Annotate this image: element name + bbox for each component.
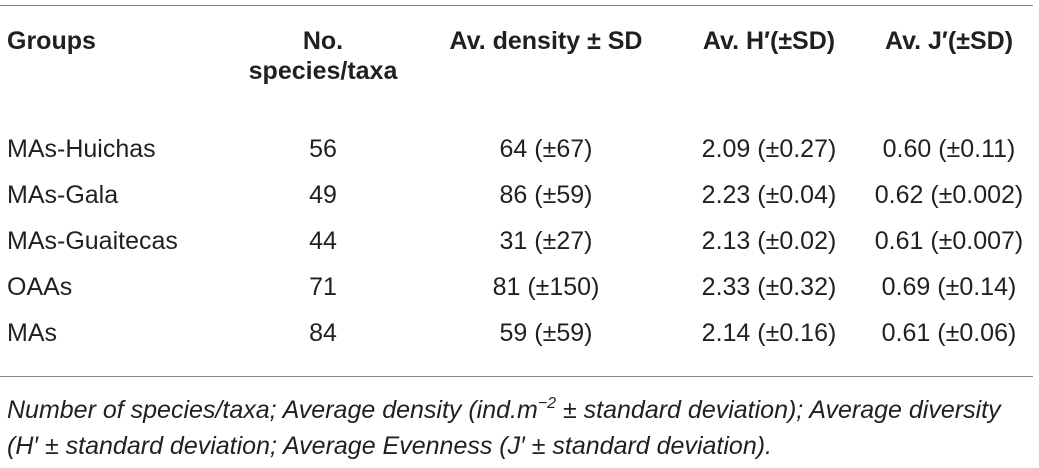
table-row: MAs-Huichas 56 64 (±67) 2.09 (±0.27) 0.6… <box>0 126 1039 172</box>
cell-j: 0.62 (±0.002) <box>874 181 1024 209</box>
table-row: MAs-Gala 49 86 (±59) 2.23 (±0.04) 0.62 (… <box>0 172 1039 218</box>
cell-j: 0.69 (±0.14) <box>881 273 1017 301</box>
footnote-part2: ± standard deviation); Average diversity… <box>7 396 1001 460</box>
cell-j: 0.60 (±0.11) <box>882 135 1016 163</box>
header-h: Av. H′(±SD) <box>702 27 836 55</box>
footnote-part1: Number of species/taxa; Average density … <box>7 396 538 424</box>
footnote-superscript: −2 <box>537 395 557 412</box>
table-row: OAAs 71 81 (±150) 2.33 (±0.32) 0.69 (±0.… <box>0 264 1039 310</box>
data-table: Groups No. species/taxa Av. density ± SD… <box>0 12 1039 356</box>
header-species-line2: species/taxa <box>248 57 398 85</box>
cell-h: 2.23 (±0.04) <box>701 181 837 209</box>
table-row: MAs-Guaitecas 44 31 (±27) 2.13 (±0.02) 0… <box>0 218 1039 264</box>
table-top-rule <box>0 5 1033 6</box>
table-header-row: Groups No. species/taxa Av. density ± SD… <box>0 12 1039 126</box>
header-j: Av. J′(±SD) <box>884 27 1014 55</box>
cell-density: 31 (±27) <box>499 227 593 255</box>
header-species: No. species/taxa <box>233 12 413 126</box>
cell-species: 71 <box>309 273 337 301</box>
cell-species: 44 <box>309 227 337 255</box>
cell-group: MAs-Guaitecas <box>7 227 178 255</box>
cell-h: 2.13 (±0.02) <box>701 227 837 255</box>
cell-j: 0.61 (±0.007) <box>874 227 1024 255</box>
cell-species: 56 <box>309 135 337 163</box>
cell-density: 59 (±59) <box>499 319 593 347</box>
table-bottom-rule <box>0 376 1033 377</box>
table-row: MAs 84 59 (±59) 2.14 (±0.16) 0.61 (±0.06… <box>0 310 1039 356</box>
cell-density: 64 (±67) <box>499 135 593 163</box>
cell-group: MAs-Gala <box>7 181 119 209</box>
cell-group: MAs <box>7 319 57 347</box>
cell-species: 49 <box>309 181 337 209</box>
cell-h: 2.09 (±0.27) <box>701 135 837 163</box>
cell-density: 81 (±150) <box>492 273 600 301</box>
cell-group: MAs-Huichas <box>7 135 156 163</box>
cell-group: OAAs <box>7 273 73 301</box>
cell-h: 2.33 (±0.32) <box>701 273 837 301</box>
header-species-line1: No. <box>302 27 344 55</box>
cell-density: 86 (±59) <box>499 181 593 209</box>
header-groups: Groups <box>7 27 96 55</box>
cell-h: 2.14 (±0.16) <box>701 319 837 347</box>
header-density: Av. density ± SD <box>449 27 643 55</box>
cell-j: 0.61 (±0.06) <box>881 319 1017 347</box>
cell-species: 84 <box>309 319 337 347</box>
table-footnote: Number of species/taxa; Average density … <box>7 392 1037 464</box>
